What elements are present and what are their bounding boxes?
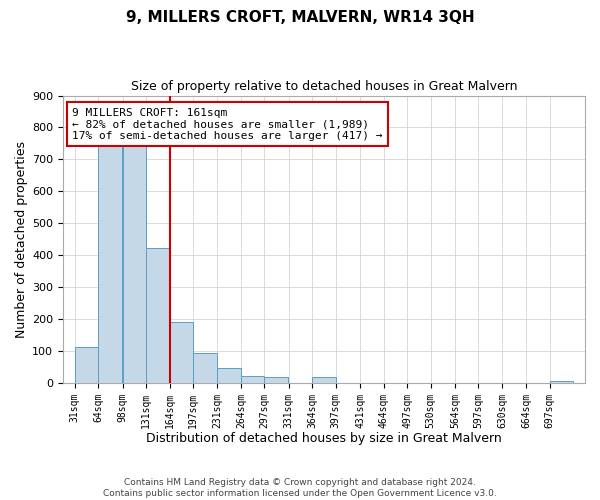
Text: 9, MILLERS CROFT, MALVERN, WR14 3QH: 9, MILLERS CROFT, MALVERN, WR14 3QH (125, 10, 475, 25)
Bar (122, 143, 146, 383)
Bar (146, 248, 170, 383)
Bar (312, 378, 336, 383)
Bar (550, 382, 573, 383)
Bar (193, 353, 217, 383)
Bar (265, 377, 288, 383)
Text: 9 MILLERS CROFT: 161sqm
← 82% of detached houses are smaller (1,989)
17% of semi: 9 MILLERS CROFT: 161sqm ← 82% of detache… (73, 108, 383, 141)
Y-axis label: Number of detached properties: Number of detached properties (15, 140, 28, 338)
X-axis label: Distribution of detached houses by size in Great Malvern: Distribution of detached houses by size … (146, 432, 502, 445)
Bar (98, 144, 122, 383)
Bar (241, 376, 265, 383)
Title: Size of property relative to detached houses in Great Malvern: Size of property relative to detached ho… (131, 80, 517, 93)
Bar (217, 368, 241, 383)
Bar (75, 347, 98, 383)
Text: Contains HM Land Registry data © Crown copyright and database right 2024.
Contai: Contains HM Land Registry data © Crown c… (103, 478, 497, 498)
Bar (170, 322, 193, 383)
